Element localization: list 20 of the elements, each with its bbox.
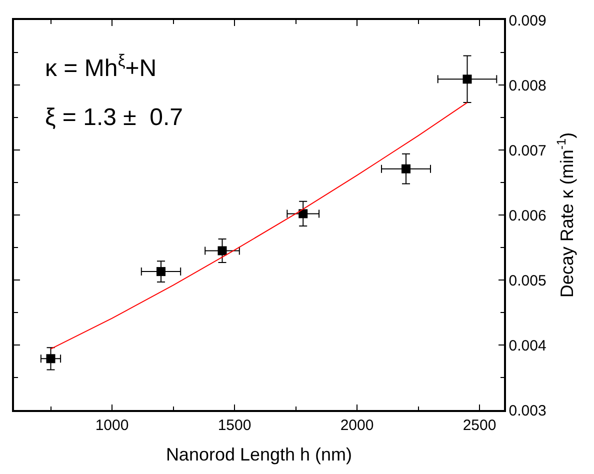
- point: [156, 267, 166, 276]
- point: [218, 246, 227, 256]
- y-tick-label: 0.007: [508, 142, 546, 160]
- y-tick-label: 0.008: [508, 77, 546, 94]
- y-tick-label: 0.005: [508, 272, 546, 290]
- y-tick-label: 0.006: [508, 207, 546, 224]
- x-tick-label: 2500: [462, 416, 496, 434]
- x-tick-label: 1500: [218, 416, 252, 434]
- y-tick-label: 0.003: [508, 402, 546, 420]
- x-axis-title: Nanorod Length h (nm): [166, 444, 352, 464]
- point: [402, 164, 410, 174]
- y-tick-label: 0.004: [508, 337, 546, 354]
- y-tick-label: 0.009: [508, 12, 546, 30]
- x-tick-label: 2000: [340, 416, 374, 434]
- annotation: ξ = 1.3 ± 0.7: [45, 104, 183, 131]
- point: [462, 74, 472, 84]
- annotation: κ = Mh$^{ξ}$+N: [45, 51, 157, 82]
- x-tick-label: 1000: [95, 416, 129, 434]
- point: [298, 209, 308, 218]
- point: [46, 354, 56, 364]
